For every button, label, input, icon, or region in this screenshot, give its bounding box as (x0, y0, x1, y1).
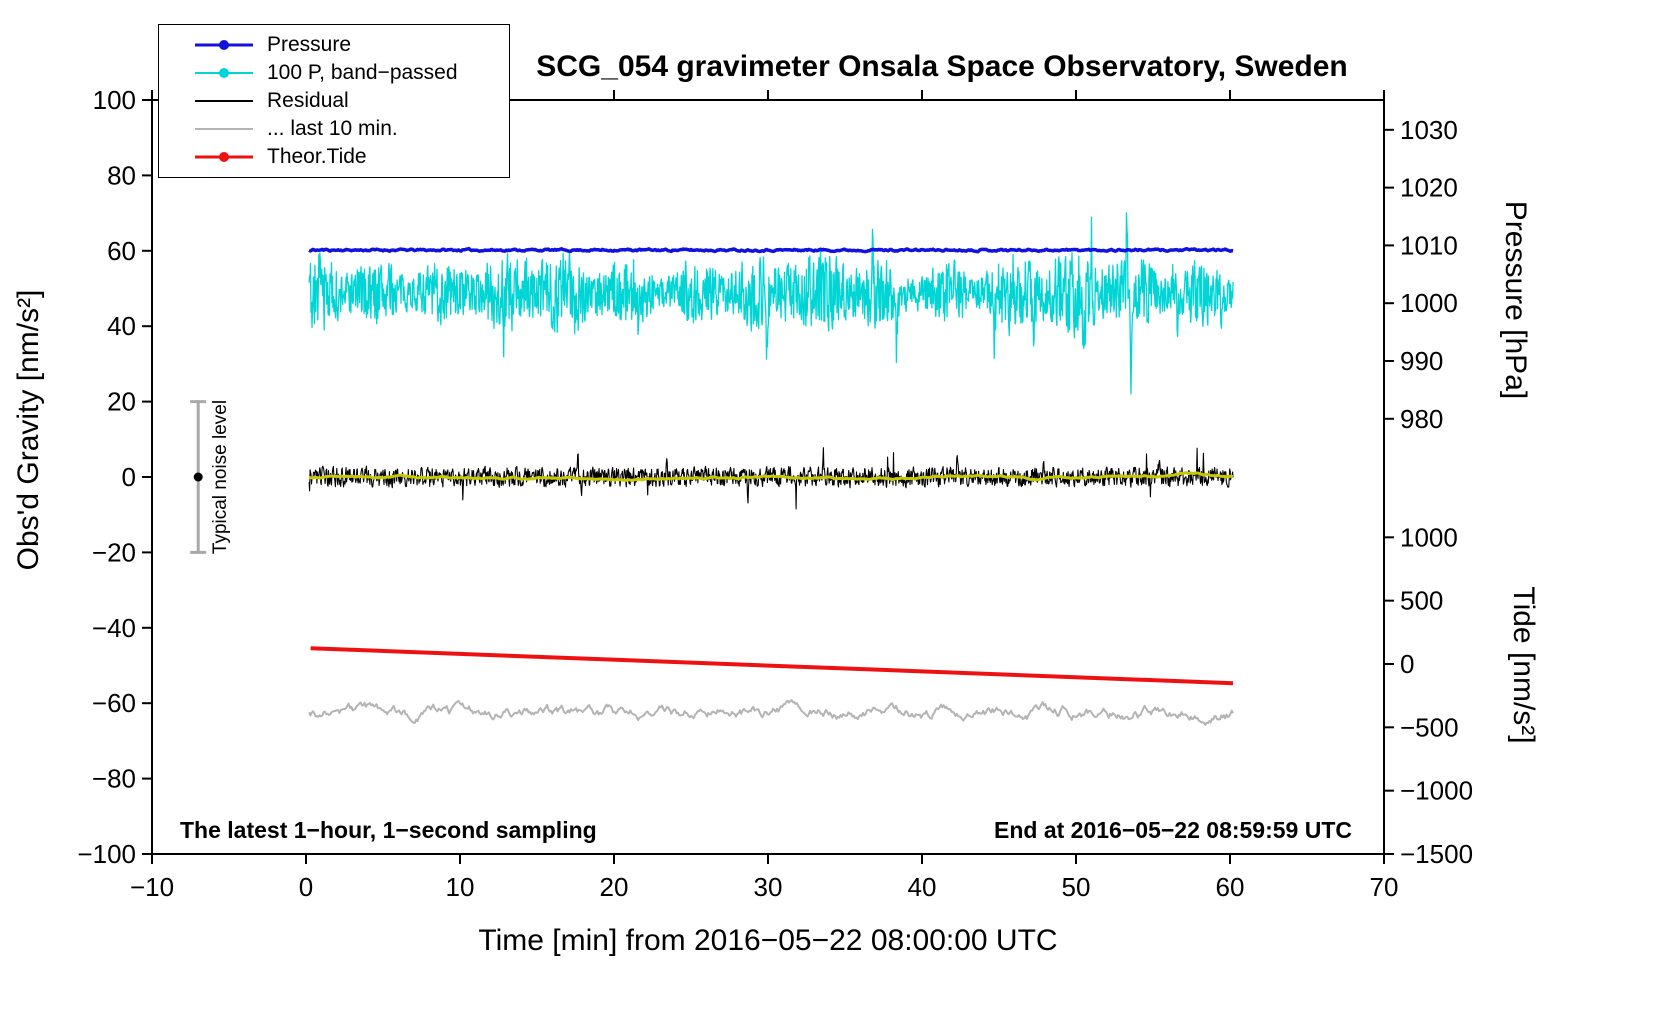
x-tick-label: −10 (130, 872, 174, 902)
pressure-line-swatch (195, 39, 253, 51)
y-left-tick-label: 20 (107, 387, 136, 417)
pressure-tick-label: 1020 (1400, 173, 1458, 203)
y-left-axis-label: Obs'd Gravity [nm/s²] (12, 290, 45, 571)
theor-tide-line-swatch (195, 151, 253, 163)
series-theor-tide (310, 646, 1234, 686)
series-residual (308, 447, 1234, 510)
series-last-10-min (308, 699, 1234, 726)
pressure-tick-label: 1000 (1400, 288, 1458, 318)
y-left-tick-label: 100 (93, 85, 136, 115)
tide-tick-label: 0 (1400, 649, 1414, 679)
residual-line-swatch (195, 95, 253, 107)
series-pressure (308, 246, 1234, 254)
y-left-tick-label: 40 (107, 311, 136, 341)
tide-tick-label: 1000 (1400, 522, 1458, 552)
tide-axis-label: Tide [nm/s²] (1507, 586, 1540, 743)
pressure-tick-label: 980 (1400, 404, 1443, 434)
x-tick-label: 40 (908, 872, 937, 902)
x-tick-label: 50 (1062, 872, 1091, 902)
bandpassed-line-swatch (195, 67, 253, 79)
pressure-tick-label: 1030 (1400, 115, 1458, 145)
series-residual-smoothed (308, 471, 1234, 482)
x-tick-label: 20 (600, 872, 629, 902)
pressure-tick-label: 1010 (1400, 230, 1458, 260)
y-left-tick-label: 80 (107, 160, 136, 190)
end-time-note: End at 2016−05−22 08:59:59 UTC (994, 817, 1352, 843)
legend-item: ... last 10 min. (159, 115, 509, 143)
last10min-line-swatch (195, 123, 253, 135)
pressure-tick-label: 990 (1400, 346, 1443, 376)
legend-label: Theor.Tide (267, 145, 367, 168)
series-100-p-band-passed (308, 212, 1234, 395)
x-tick-label: 10 (446, 872, 475, 902)
x-tick-label: 0 (299, 872, 313, 902)
x-tick-label: 30 (754, 872, 783, 902)
plot-frame (151, 99, 1385, 855)
y-left-tick-label: −20 (92, 537, 136, 567)
legend-label: 100 P, band−passed (267, 61, 458, 84)
legend: Pressure 100 P, band−passed Residual ... la… (158, 24, 510, 178)
legend-item: Residual (159, 87, 509, 115)
legend-item: 100 P, band−passed (159, 59, 509, 87)
tide-tick-label: −1500 (1400, 839, 1473, 869)
y-left-tick-label: 0 (122, 462, 136, 492)
y-left-tick-label: 60 (107, 236, 136, 266)
y-left-tick-label: −40 (92, 613, 136, 643)
chart-title: SCG_054 gravimeter Onsala Space Observat… (536, 50, 1348, 83)
noise-level-point (193, 472, 203, 482)
tide-tick-label: −1000 (1400, 776, 1473, 806)
tide-tick-label: 500 (1400, 586, 1443, 616)
x-tick-label: 70 (1370, 872, 1399, 902)
tide-tick-label: −500 (1400, 712, 1459, 742)
x-axis-label: Time [min] from 2016−05−22 08:00:00 UTC (478, 924, 1057, 957)
y-left-tick-label: −100 (77, 839, 136, 869)
legend-label: ... last 10 min. (267, 117, 398, 140)
legend-item: Theor.Tide (159, 143, 509, 171)
sampling-note: The latest 1−hour, 1−second sampling (180, 817, 597, 843)
legend-label: Residual (267, 89, 349, 112)
y-left-tick-label: −80 (92, 764, 136, 794)
legend-item: Pressure (159, 31, 509, 59)
pressure-axis-label: Pressure [hPa] (1499, 201, 1532, 399)
x-tick-label: 60 (1216, 872, 1245, 902)
y-left-tick-label: −60 (92, 688, 136, 718)
noise-level-label: Typical noise level (210, 400, 231, 554)
legend-label: Pressure (267, 33, 352, 56)
